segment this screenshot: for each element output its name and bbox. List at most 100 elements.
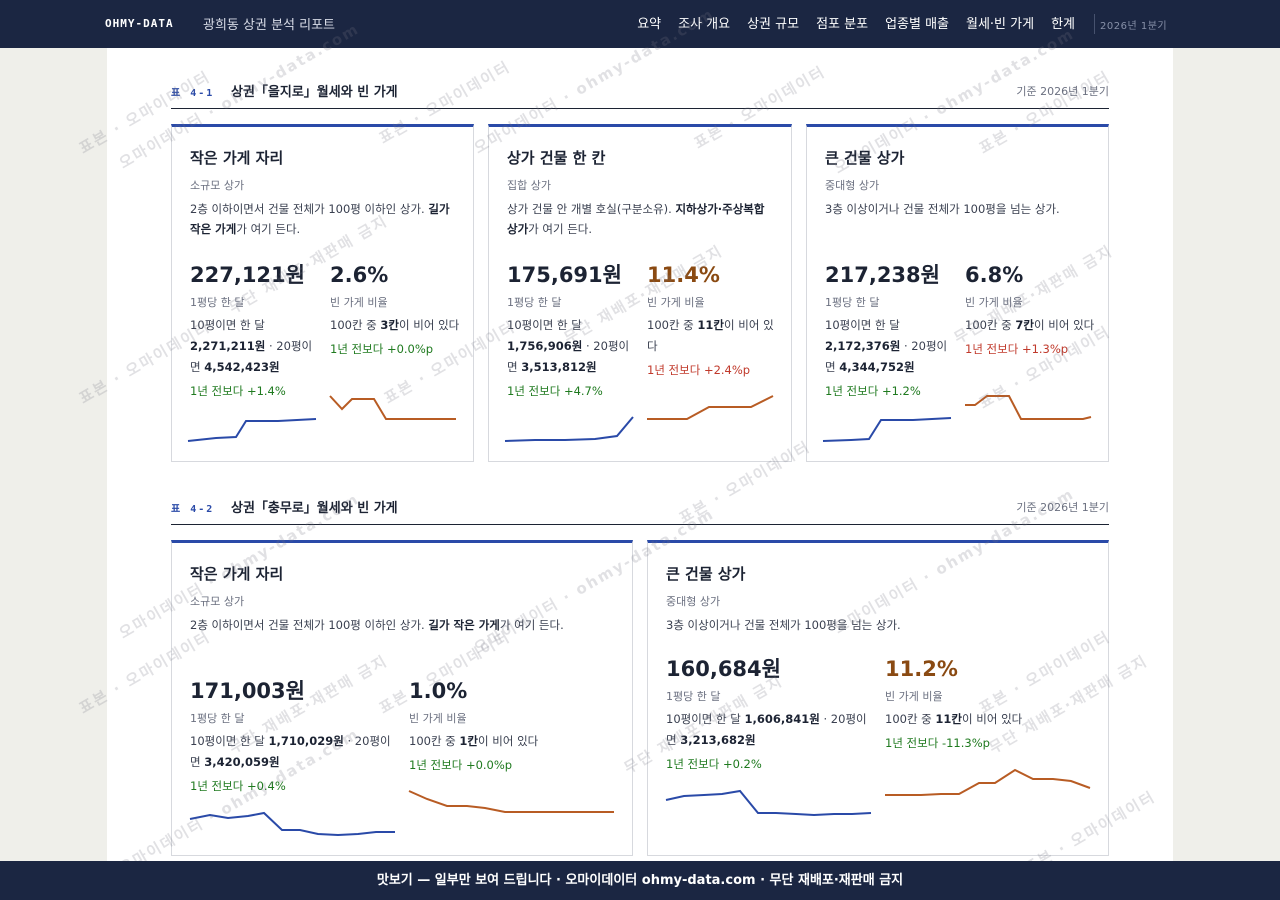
vacancy-label: 빈 가게 비율 (965, 296, 1023, 309)
vacancy-stat: 1.0% 빈 가게 비율 100칸 중 1칸이 비어 있다 1년 전보다 +0.… (409, 677, 614, 773)
rent-stat: 160,684원 1평당 한 달 10평이면 한 달 1,606,841원 · … (666, 655, 871, 772)
vacancy-stat: 11.4% 빈 가게 비율 100칸 중 11칸이 비어 있다 1년 전보다 +… (647, 261, 777, 378)
vacancy-note: 100칸 중 7칸이 비어 있다 (965, 318, 1095, 332)
section-header: 표 4-2 상권「충무로」월세와 빈 가게 기준 2026년 1분기 (171, 497, 1109, 517)
rent-label: 1평당 한 달 (825, 296, 880, 309)
rent-label: 1평당 한 달 (507, 296, 562, 309)
card-title: 작은 가게 자리 (190, 565, 284, 583)
card-subtitle: 소규모 상가 (190, 595, 245, 608)
rent-change: 1년 전보다 +0.4% (190, 779, 286, 793)
nav-divider (1094, 14, 1095, 34)
card-subtitle: 중대형 상가 (666, 595, 721, 608)
rent-label: 1평당 한 달 (666, 690, 721, 703)
vacancy-value: 6.8% (965, 263, 1024, 287)
rent-sparkline (822, 417, 952, 442)
rent-note: 10평이면 한 달 2,172,376원 · 20평이면 4,344,752원 (825, 318, 948, 374)
nav-item-store-distribution[interactable]: 점포 분포 (816, 17, 869, 32)
card-description: 상가 건물 안 개별 호실(구분소유). 지하상가·주상복합 상가가 여기 든다… (507, 202, 765, 236)
report-title: 광희동 상권 분석 리포트 (203, 18, 335, 33)
rent-card-small-shop: 작은 가게 자리 소규모 상가 2층 이하이면서 건물 전체가 100평 이하인… (171, 124, 474, 462)
section-title: 상권「충무로」월세와 빈 가게 (231, 501, 398, 516)
rent-note: 10평이면 한 달 2,271,211원 · 20평이면 4,542,423원 (190, 318, 313, 374)
rent-value: 175,691원 (507, 263, 622, 287)
section-nav: 요약 조사 개요 상권 규모 점포 분포 업종별 매출 월세·빈 가게 한계 (637, 13, 1075, 32)
section-title: 상권「을지로」월세와 빈 가게 (231, 85, 398, 100)
vacancy-value: 11.4% (647, 263, 720, 287)
card-subtitle: 소규모 상가 (190, 179, 245, 192)
vacancy-value: 11.2% (885, 657, 958, 681)
vacancy-change: 1년 전보다 +2.4%p (647, 363, 751, 377)
rent-label: 1평당 한 달 (190, 296, 245, 309)
rent-label: 1평당 한 달 (190, 712, 245, 725)
vacancy-value: 2.6% (330, 263, 389, 287)
rent-sparkline (665, 789, 872, 817)
vacancy-sparkline (647, 395, 774, 420)
card-description: 3층 이상이거나 건물 전체가 100평을 넘는 상가. (666, 618, 901, 632)
rent-sparkline (189, 811, 395, 837)
rent-note: 10평이면 한 달 1,710,029원 · 20평이면 3,420,059원 (190, 734, 391, 769)
vacancy-label: 빈 가게 비율 (409, 712, 467, 725)
preview-footer-banner: 맛보기 — 일부만 보여 드립니다 · 오마이데이터 ohmy-data.com… (0, 861, 1280, 900)
rent-sparkline (504, 416, 634, 442)
card-title: 큰 건물 상가 (825, 149, 905, 167)
rent-note: 10평이면 한 달 1,756,906원 · 20평이면 3,513,812원 (507, 318, 630, 374)
brand-logo[interactable]: OHMY-DATA (105, 17, 174, 30)
rent-stat: 175,691원 1평당 한 달 10평이면 한 달 1,756,906원 · … (507, 261, 639, 399)
card-title: 큰 건물 상가 (666, 565, 746, 583)
rent-sparkline (187, 418, 317, 442)
section-rule (171, 524, 1109, 525)
report-page: 표 4-1 상권「을지로」월세와 빈 가게 기준 2026년 1분기 작은 가게… (107, 48, 1173, 861)
rent-change: 1년 전보다 +0.2% (666, 757, 762, 771)
vacancy-change: 1년 전보다 +0.0%p (409, 758, 513, 772)
card-subtitle: 집합 상가 (507, 179, 551, 192)
rent-stat: 227,121원 1평당 한 달 10평이면 한 달 2,271,211원 · … (190, 261, 322, 399)
card-description: 3층 이상이거나 건물 전체가 100평을 넘는 상가. (825, 202, 1060, 216)
vacancy-change: 1년 전보다 +0.0%p (330, 342, 434, 356)
card-title: 작은 가게 자리 (190, 149, 284, 167)
rent-stat: 171,003원 1평당 한 달 10평이면 한 달 1,710,029원 · … (190, 677, 395, 794)
nav-item-summary[interactable]: 요약 (637, 17, 662, 32)
card-title: 상가 건물 한 칸 (507, 149, 606, 167)
vacancy-note: 100칸 중 3칸이 비어 있다 (330, 318, 460, 332)
rent-value: 160,684원 (666, 657, 781, 681)
rent-change: 1년 전보다 +1.2% (825, 384, 921, 398)
rent-value: 217,238원 (825, 263, 940, 287)
vacancy-note: 100칸 중 11칸이 비어 있다 (647, 318, 774, 353)
vacancy-change: 1년 전보다 +1.3%p (965, 342, 1069, 356)
section-rule (171, 108, 1109, 109)
card-description: 2층 이하이면서 건물 전체가 100평 이하인 상가. 길가 작은 가게가 여… (190, 202, 450, 236)
nav-item-rent-vacancy[interactable]: 월세·빈 가게 (966, 17, 1035, 32)
top-nav-bar: OHMY-DATA 광희동 상권 분석 리포트 요약 조사 개요 상권 규모 점… (0, 0, 1280, 48)
section-header: 표 4-1 상권「을지로」월세와 빈 가게 기준 2026년 1분기 (171, 81, 1109, 101)
vacancy-value: 1.0% (409, 679, 468, 703)
vacancy-stat: 11.2% 빈 가게 비율 100칸 중 11칸이 비어 있다 1년 전보다 -… (885, 655, 1090, 751)
nav-item-market-size[interactable]: 상권 규모 (747, 17, 800, 32)
rent-value: 227,121원 (190, 263, 305, 287)
rent-value: 171,003원 (190, 679, 305, 703)
section-date: 기준 2026년 1분기 (1016, 85, 1109, 98)
section-number: 표 4-2 (171, 504, 215, 515)
vacancy-change: 1년 전보다 -11.3%p (885, 736, 990, 750)
vacancy-label: 빈 가게 비율 (885, 690, 943, 703)
section-date: 기준 2026년 1분기 (1016, 501, 1109, 514)
card-subtitle: 중대형 상가 (825, 179, 880, 192)
vacancy-note: 100칸 중 1칸이 비어 있다 (409, 734, 539, 748)
rent-change: 1년 전보다 +1.4% (190, 384, 286, 398)
vacancy-sparkline (329, 395, 456, 420)
card-description: 2층 이하이면서 건물 전체가 100평 이하인 상가. 길가 작은 가게가 여… (190, 618, 564, 632)
nav-item-sales-by-industry[interactable]: 업종별 매출 (885, 17, 949, 32)
nav-item-survey-overview[interactable]: 조사 개요 (678, 17, 731, 32)
period-label: 2026년 1분기 (1100, 21, 1168, 32)
rent-stat: 217,238원 1평당 한 달 10평이면 한 달 2,172,376원 · … (825, 261, 957, 399)
rent-card-collective-shop: 상가 건물 한 칸 집합 상가 상가 건물 안 개별 호실(구분소유). 지하상… (488, 124, 792, 462)
nav-item-limitations[interactable]: 한계 (1051, 17, 1075, 32)
vacancy-sparkline (965, 395, 1092, 420)
rent-change: 1년 전보다 +4.7% (507, 384, 603, 398)
vacancy-sparkline (885, 768, 1091, 796)
rent-card-small-shop: 작은 가게 자리 소규모 상가 2층 이하이면서 건물 전체가 100평 이하인… (171, 540, 633, 856)
vacancy-label: 빈 가게 비율 (647, 296, 705, 309)
vacancy-stat: 6.8% 빈 가게 비율 100칸 중 7칸이 비어 있다 1년 전보다 +1.… (965, 261, 1095, 357)
vacancy-sparkline (408, 790, 614, 813)
section-number: 표 4-1 (171, 88, 215, 99)
rent-card-large-building: 큰 건물 상가 중대형 상가 3층 이상이거나 건물 전체가 100평을 넘는 … (647, 540, 1109, 856)
